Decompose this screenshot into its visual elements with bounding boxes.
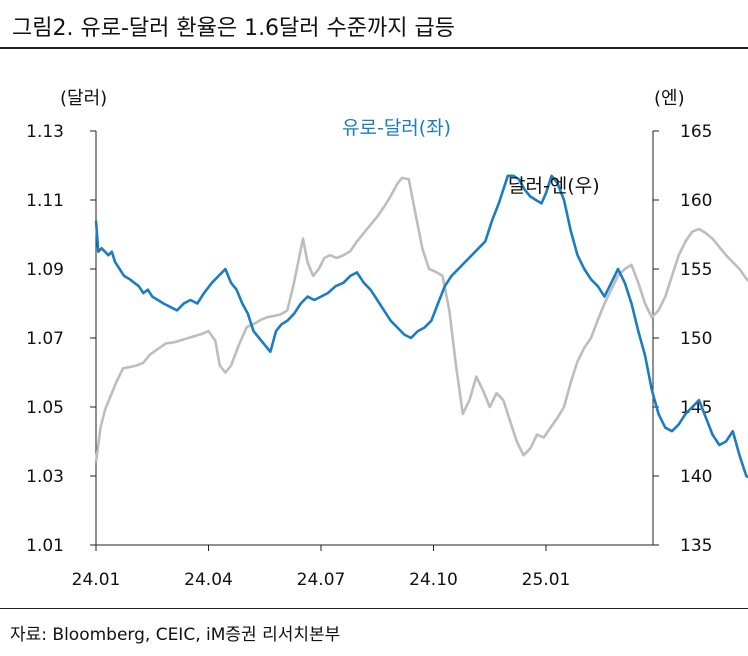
left-tick-label: 1.05 <box>26 398 64 418</box>
usdjpy-series-line <box>94 176 748 463</box>
left-tick-label: 1.07 <box>26 329 64 349</box>
left-tick-label: 1.09 <box>26 260 64 280</box>
dual-axis-line-chart: 1.13 1.11 1.09 1.07 1.05 1.03 1.01 165 160 155 150… <box>26 88 748 590</box>
eurusd-series-line <box>94 174 748 479</box>
x-tick-label: 25.01 <box>522 570 571 590</box>
right-tick-label: 150 <box>680 329 712 349</box>
right-tick-label: 135 <box>680 536 712 556</box>
left-axis-title: (달러) <box>60 88 107 109</box>
left-tick-label: 1.11 <box>26 191 64 211</box>
right-axis-title: (엔) <box>654 88 685 109</box>
legend-label-usdjpy: 달러-엔(우) <box>508 175 600 197</box>
x-tick-label: 24.07 <box>297 570 346 590</box>
x-tick-label: 24.01 <box>72 570 121 590</box>
right-tick-label: 160 <box>680 191 712 211</box>
title-rule <box>0 47 748 49</box>
legend-label-eurusd: 유로-달러(좌) <box>342 117 451 139</box>
left-tick-label: 1.03 <box>26 467 64 487</box>
left-tick-label: 1.01 <box>26 536 64 556</box>
figure-title: 그림2. 유로-달러 환율은 1.6달러 수준까지 급등 <box>12 16 455 41</box>
source-rule <box>0 608 748 609</box>
right-tick-label: 165 <box>680 122 712 142</box>
left-tick-label: 1.13 <box>26 122 64 142</box>
x-tick-label: 24.10 <box>409 570 458 590</box>
source-note: 자료: Bloomberg, CEIC, iM증권 리서치본부 <box>10 625 341 645</box>
x-tick-label: 24.04 <box>184 570 233 590</box>
right-tick-label: 140 <box>680 467 712 487</box>
right-tick-label: 155 <box>680 260 712 280</box>
